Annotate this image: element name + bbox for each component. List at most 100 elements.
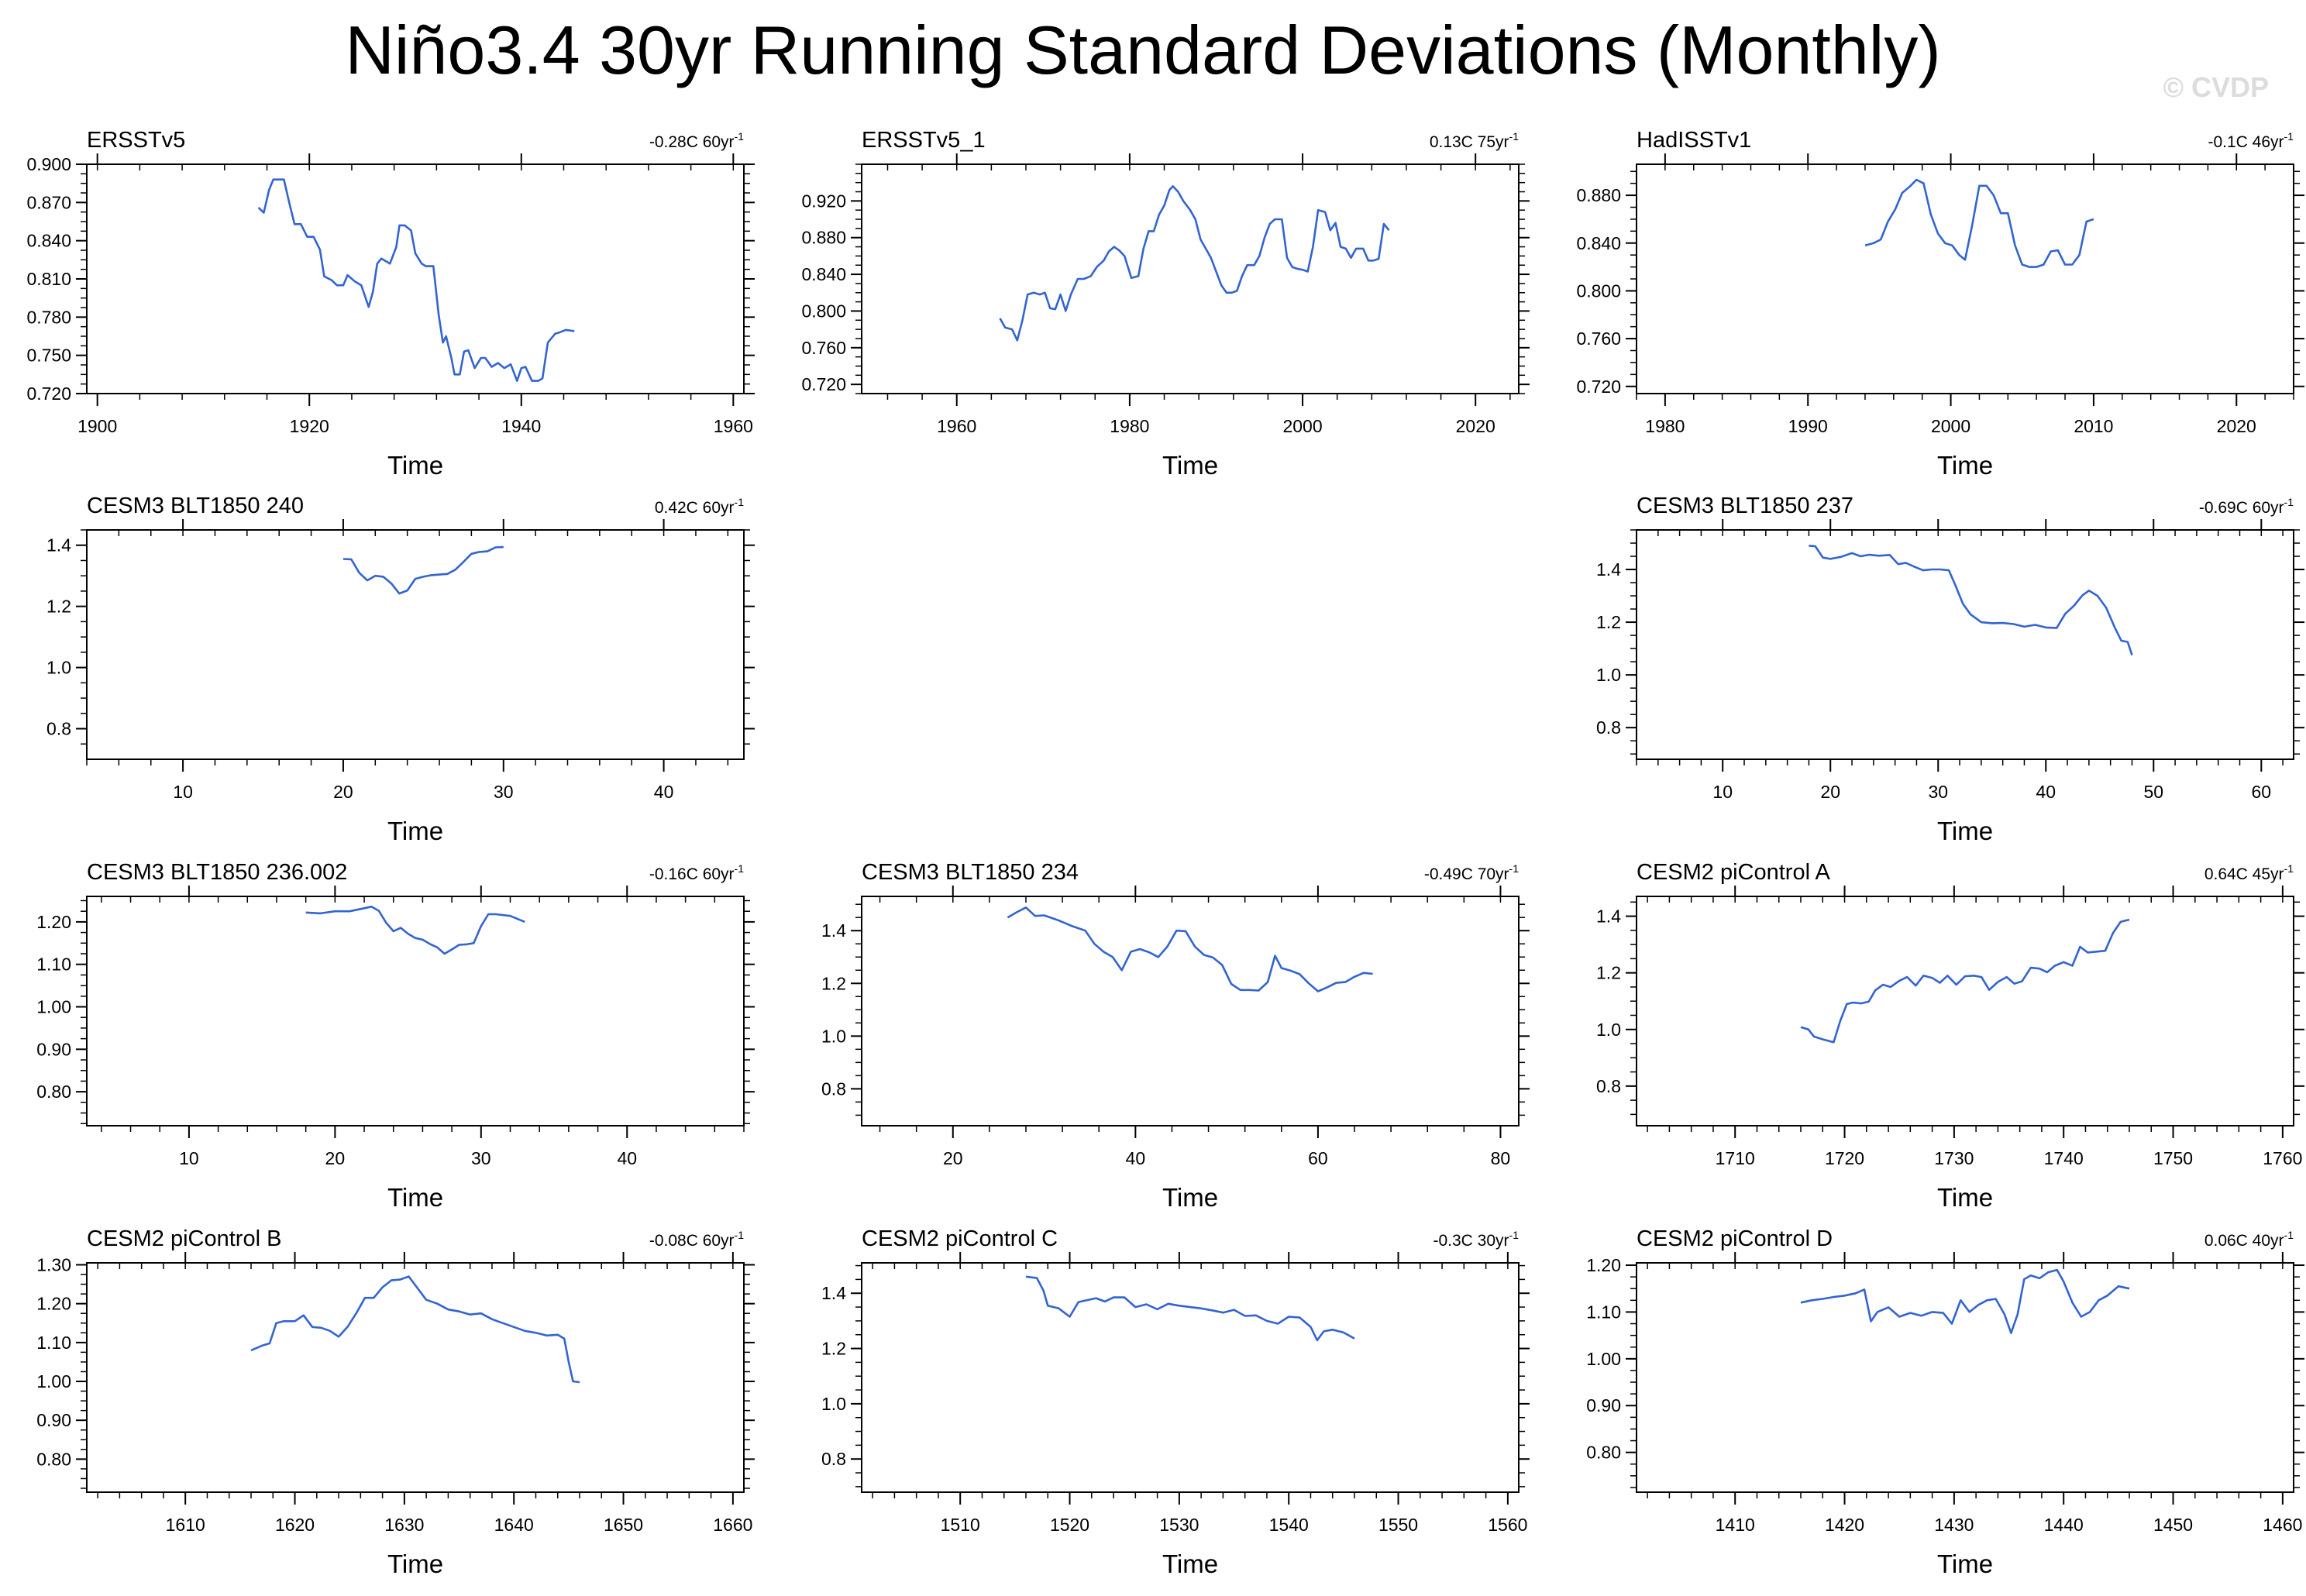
y-tick-label: 0.750 <box>26 346 71 366</box>
x-tick-label: 10 <box>179 1148 199 1168</box>
x-tick-label: 2000 <box>1282 416 1322 436</box>
y-tick-label: 0.80 <box>36 1449 71 1469</box>
y-tick-label: 1.0 <box>46 658 71 678</box>
x-axis-label: Time <box>387 451 443 480</box>
y-tick-label: 0.920 <box>801 191 846 211</box>
chart-svg-cesm2-picontrol-b: CESM2 piControl B -0.08C 60yr-1 Time 1610 16… <box>36 1226 755 1578</box>
panel-title: CESM3 BLT1850 234 <box>862 860 1079 885</box>
x-tick-label: 1720 <box>1825 1148 1864 1168</box>
series-line <box>305 905 525 955</box>
panel-hadisstv1: HadISSTv1 -0.1C 46yr-1 Time 1980 1990 2000 201… <box>1565 116 2306 480</box>
x-tick-label: 1990 <box>1788 416 1828 436</box>
y-tick-label: 1.4 <box>821 920 846 941</box>
series-line <box>999 185 1390 342</box>
panel-title: CESM2 piControl C <box>862 1226 1058 1251</box>
y-tick-label: 0.760 <box>801 338 846 358</box>
y-tick-label: 1.4 <box>821 1283 846 1303</box>
trend-annotation: 0.64C 45yr-1 <box>2204 862 2294 883</box>
x-tick-label: 1920 <box>290 416 329 436</box>
trend-annotation: -0.3C 30yr-1 <box>1434 1229 1520 1250</box>
y-tick-label: 1.0 <box>821 1026 846 1046</box>
y-tick-label: 0.880 <box>1576 185 1621 205</box>
y-tick-label: 0.720 <box>1576 377 1621 397</box>
x-tick-label: 1660 <box>713 1515 752 1535</box>
plot-frame <box>1636 896 2294 1126</box>
y-tick-label: 0.880 <box>801 228 846 248</box>
y-tick-label: 0.8 <box>1596 1076 1621 1096</box>
x-axis-label: Time <box>387 1550 443 1578</box>
y-tick-label: 1.2 <box>821 973 846 993</box>
series-line <box>257 178 575 382</box>
x-tick-label: 1510 <box>941 1515 980 1535</box>
plot-frame <box>86 529 745 760</box>
y-tick-label: 1.2 <box>1596 963 1621 983</box>
chart-svg-cesm3-blt1850-237: CESM3 BLT1850 237 -0.69C 60yr-1 Time 10 20 30… <box>1596 494 2304 845</box>
x-tick-label: 1650 <box>604 1515 643 1535</box>
x-tick-label: 1640 <box>494 1515 534 1535</box>
plot-frame <box>861 1262 1520 1493</box>
x-tick-label: 40 <box>654 782 674 802</box>
y-tick-label: 0.8 <box>821 1449 846 1469</box>
y-tick-label: 0.810 <box>26 269 71 289</box>
panel-cesm2-picontrol-c: CESM2 piControl C -0.3C 30yr-1 Time 1510 152… <box>790 1215 1557 1579</box>
y-tick-label: 1.10 <box>1586 1302 1621 1322</box>
y-tick-label: 1.00 <box>36 1371 71 1391</box>
chart-svg-hadisstv1: HadISSTv1 -0.1C 46yr-1 Time 1980 1990 2000 201… <box>1576 128 2304 480</box>
chart-svg-cesm3-blt1850-240: CESM3 BLT1850 240 0.42C 60yr-1 Time 10 20 30 4… <box>46 494 755 845</box>
x-tick-label: 30 <box>494 782 514 802</box>
x-tick-label: 30 <box>1928 782 1948 802</box>
y-tick-label: 0.780 <box>26 307 71 327</box>
y-tick-label: 1.0 <box>821 1394 846 1414</box>
y-tick-label: 1.20 <box>36 912 71 932</box>
x-tick-label: 2000 <box>1931 416 1970 436</box>
trend-annotation: -0.08C 60yr-1 <box>649 1229 744 1250</box>
trend-annotation: -0.16C 60yr-1 <box>649 862 744 883</box>
x-tick-label: 80 <box>1491 1148 1511 1168</box>
chart-main-title: Niño3.4 30yr Running Standard Deviations… <box>345 12 1941 88</box>
plot-frame <box>1636 1262 2294 1493</box>
y-tick-label: 1.10 <box>36 955 71 975</box>
x-tick-label: 60 <box>2251 782 2271 802</box>
series-line <box>1800 1268 2130 1334</box>
trend-annotation: 0.42C 60yr-1 <box>655 496 744 517</box>
x-tick-label: 60 <box>1308 1148 1328 1168</box>
x-tick-label: 1900 <box>77 416 117 436</box>
panel-title: HadISSTv1 <box>1637 128 1751 153</box>
series-line <box>1800 918 2130 1044</box>
y-tick-label: 0.840 <box>1576 233 1621 253</box>
plot-frame <box>86 896 745 1126</box>
y-tick-label: 0.800 <box>801 301 846 321</box>
plot-frame <box>1636 529 2294 760</box>
x-tick-label: 1750 <box>2153 1148 2193 1168</box>
series-line <box>1809 545 2133 656</box>
y-tick-label: 0.90 <box>1586 1395 1621 1415</box>
trend-annotation: 0.06C 40yr-1 <box>2204 1229 2294 1250</box>
chart-svg-cesm2-picontrol-c: CESM2 piControl C -0.3C 30yr-1 Time 1510 152… <box>821 1226 1530 1578</box>
y-tick-label: 1.0 <box>1596 665 1621 685</box>
x-tick-label: 40 <box>2036 782 2056 802</box>
series-line <box>1007 906 1373 992</box>
chart-svg-ersstv5-1: ERSSTv5_1 0.13C 75yr-1 Time 1960 1980 2000 202… <box>801 128 1530 480</box>
panel-title: ERSSTv5 <box>87 128 185 153</box>
series-line <box>342 545 504 595</box>
x-tick-label: 2010 <box>2074 416 2113 436</box>
y-tick-label: 1.4 <box>46 535 71 556</box>
panel-cesm3-blt1850-237: CESM3 BLT1850 237 -0.69C 60yr-1 Time 10 20 30… <box>1565 482 2306 846</box>
y-tick-label: 0.840 <box>26 231 71 251</box>
y-tick-label: 0.80 <box>1586 1443 1621 1463</box>
y-tick-label: 1.10 <box>36 1333 71 1353</box>
x-tick-label: 1960 <box>714 416 753 436</box>
y-tick-label: 0.900 <box>26 154 71 174</box>
series-line <box>1864 178 2094 268</box>
x-tick-label: 1410 <box>1716 1515 1755 1535</box>
panel-title: CESM2 piControl B <box>87 1226 281 1251</box>
x-tick-label: 1610 <box>166 1515 205 1535</box>
x-axis-label: Time <box>387 1183 443 1212</box>
x-tick-label: 20 <box>333 782 353 802</box>
x-tick-label: 1980 <box>1110 416 1149 436</box>
x-axis-label: Time <box>1937 451 1993 480</box>
plot-frame <box>861 896 1520 1126</box>
x-tick-label: 50 <box>2143 782 2163 802</box>
x-tick-label: 20 <box>943 1148 963 1168</box>
